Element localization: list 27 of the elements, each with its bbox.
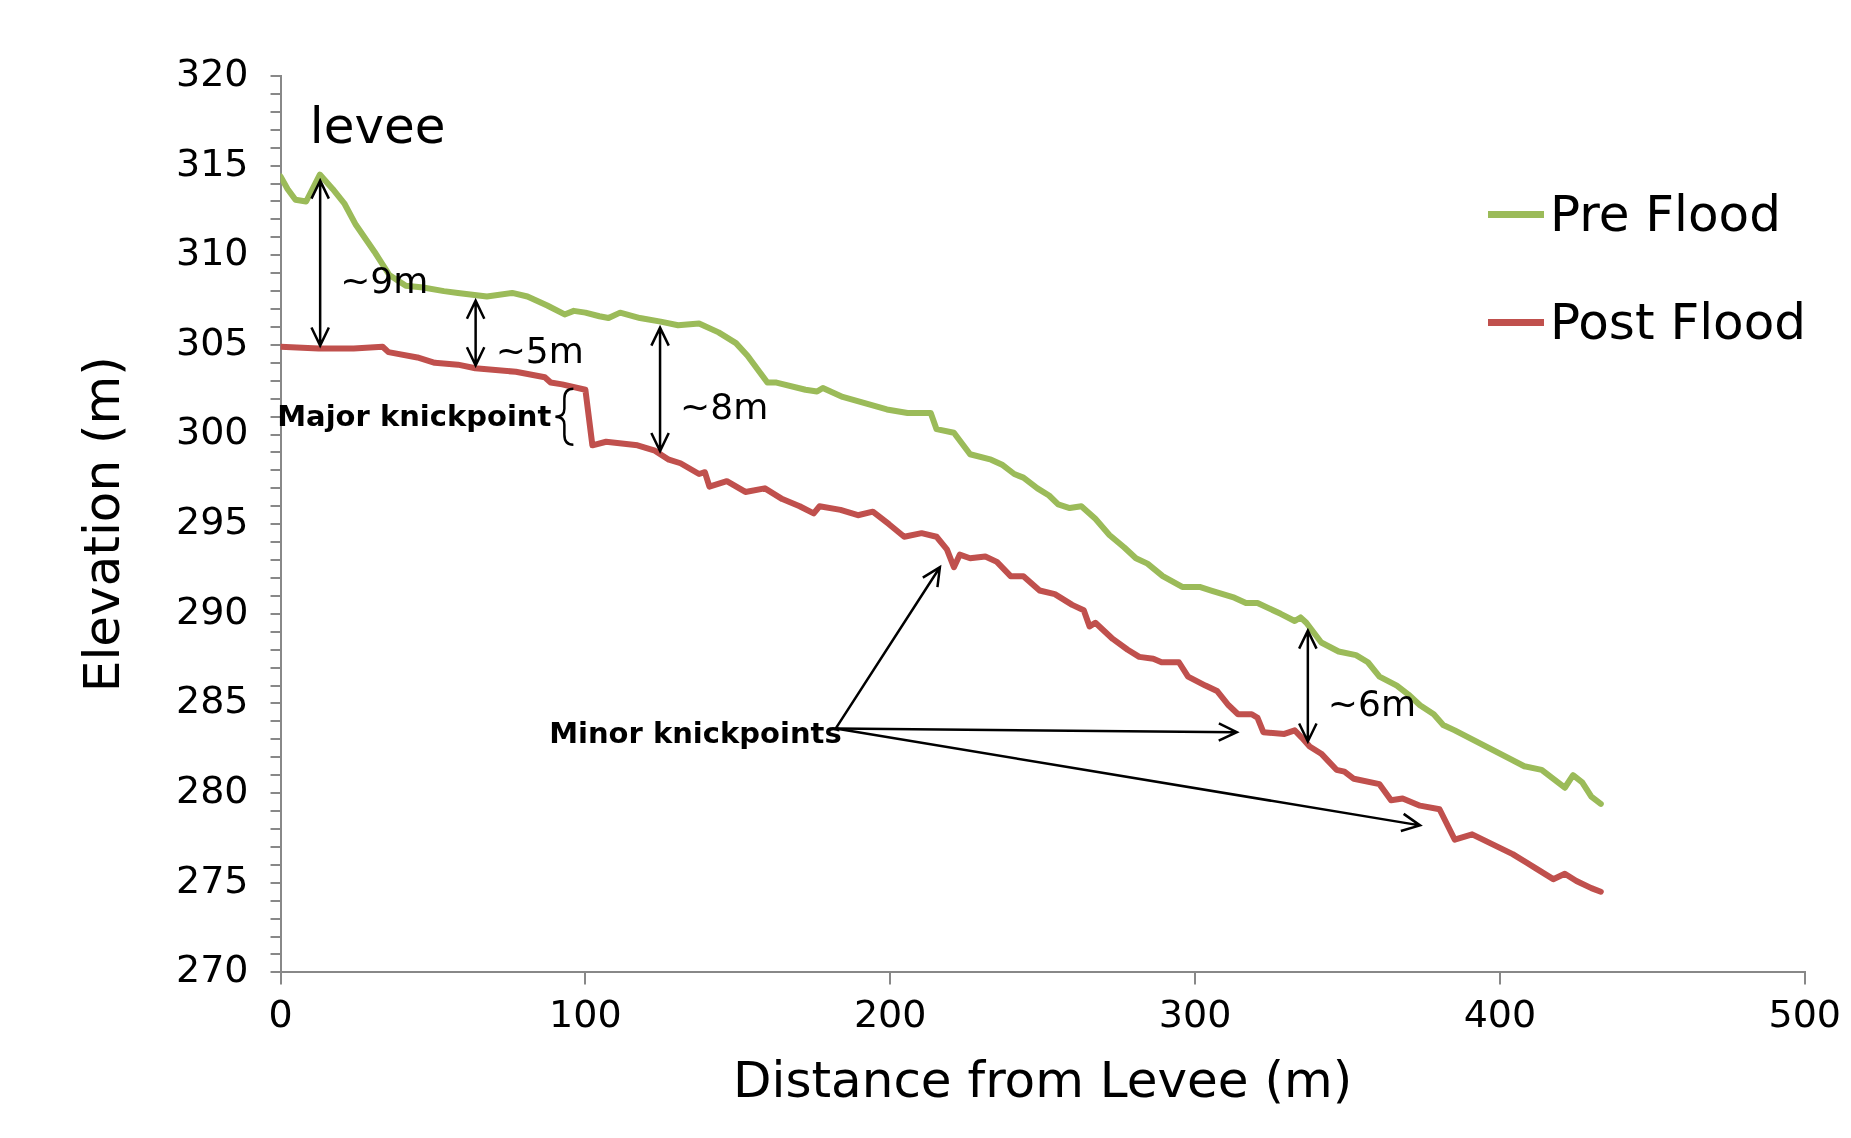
y-tick-label: 320 bbox=[176, 50, 249, 95]
annotation: ~8m bbox=[680, 386, 769, 428]
y-tick-label: 275 bbox=[176, 857, 249, 902]
y-tick-label: 285 bbox=[176, 678, 249, 723]
annotation: Major knickpoint bbox=[277, 399, 552, 434]
annotation: ~5m bbox=[495, 329, 584, 371]
annotation: Minor knickpoints bbox=[549, 716, 842, 751]
y-tick-label: 270 bbox=[176, 947, 249, 992]
y-tick-label: 290 bbox=[176, 588, 249, 633]
y-tick-label: 310 bbox=[176, 230, 249, 275]
x-tick-label: 400 bbox=[1463, 992, 1537, 1037]
x-tick-label: 0 bbox=[268, 992, 293, 1037]
y-tick-label: 295 bbox=[176, 499, 249, 544]
annotation: ~6m bbox=[1327, 682, 1416, 724]
x-tick-label: 100 bbox=[549, 992, 622, 1037]
y-tick-label: 300 bbox=[176, 409, 249, 454]
y-tick-label: 315 bbox=[176, 140, 249, 185]
x-tick-label: 200 bbox=[853, 992, 927, 1037]
legend-label: Pre Flood bbox=[1549, 185, 1781, 243]
legend-label: Post Flood bbox=[1549, 293, 1806, 351]
x-tick-label: 300 bbox=[1158, 992, 1232, 1037]
annotation: levee bbox=[309, 96, 446, 155]
x-tick-label: 500 bbox=[1768, 992, 1841, 1037]
y-axis-title: Elevation (m) bbox=[72, 356, 131, 693]
y-tick-label: 280 bbox=[176, 767, 249, 812]
x-axis-title: Distance from Levee (m) bbox=[733, 1050, 1353, 1109]
y-tick-label: 305 bbox=[176, 319, 249, 364]
